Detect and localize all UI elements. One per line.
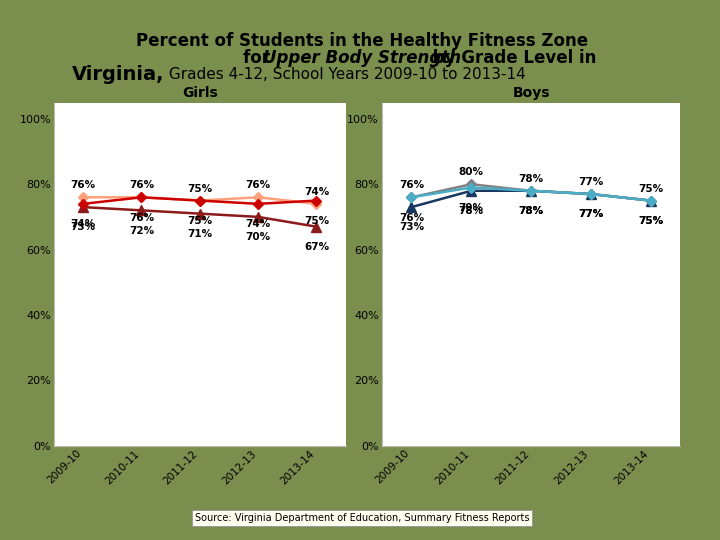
Title: Boys: Boys	[512, 86, 550, 100]
Text: Source: Virginia Department of Education, Summary Fitness Reports: Source: Virginia Department of Education…	[195, 514, 529, 523]
Text: 76%: 76%	[246, 180, 271, 191]
Text: 79%: 79%	[459, 203, 484, 213]
Text: 74%: 74%	[304, 187, 329, 197]
Text: for: for	[243, 49, 276, 67]
Text: 78%: 78%	[518, 206, 544, 216]
Text: 72%: 72%	[129, 226, 154, 235]
Text: by Grade Level in: by Grade Level in	[427, 49, 596, 67]
Text: 74%: 74%	[246, 219, 271, 229]
Text: Virginia,: Virginia,	[72, 65, 164, 84]
Text: 75%: 75%	[638, 216, 663, 226]
Text: 67%: 67%	[304, 242, 329, 252]
Text: for  Upper Body Strength  by Grade Level in: for Upper Body Strength by Grade Level i…	[156, 49, 568, 67]
Text: Percent of Students in the Healthy Fitness Zone: Percent of Students in the Healthy Fitne…	[136, 31, 588, 50]
Text: 76%: 76%	[399, 213, 424, 222]
Text: 76%: 76%	[71, 180, 96, 191]
Text: 75%: 75%	[187, 184, 212, 194]
Text: 76%: 76%	[129, 213, 154, 222]
Text: 78%: 78%	[518, 174, 544, 184]
Text: 76%: 76%	[399, 180, 424, 191]
Text: Grades 4-12, School Years 2009-10 to 2013-14: Grades 4-12, School Years 2009-10 to 201…	[164, 67, 526, 82]
Title: Girls: Girls	[182, 86, 217, 100]
Text: 75%: 75%	[187, 216, 212, 226]
Text: 75%: 75%	[638, 216, 663, 226]
Text: 77%: 77%	[578, 177, 603, 187]
Text: 78%: 78%	[459, 206, 484, 216]
Text: 77%: 77%	[578, 210, 603, 219]
Text: 71%: 71%	[187, 229, 212, 239]
Text: 70%: 70%	[246, 232, 271, 242]
Text: 74%: 74%	[71, 219, 96, 229]
Text: 73%: 73%	[399, 222, 424, 232]
Text: Upper Body Strength: Upper Body Strength	[263, 49, 461, 67]
Text: 76%: 76%	[129, 180, 154, 191]
Text: 75%: 75%	[304, 216, 329, 226]
Text: 80%: 80%	[459, 167, 484, 177]
Text: 75%: 75%	[638, 184, 663, 194]
Text: 77%: 77%	[578, 210, 603, 219]
Text: 78%: 78%	[518, 206, 544, 216]
Text: 73%: 73%	[71, 222, 96, 232]
